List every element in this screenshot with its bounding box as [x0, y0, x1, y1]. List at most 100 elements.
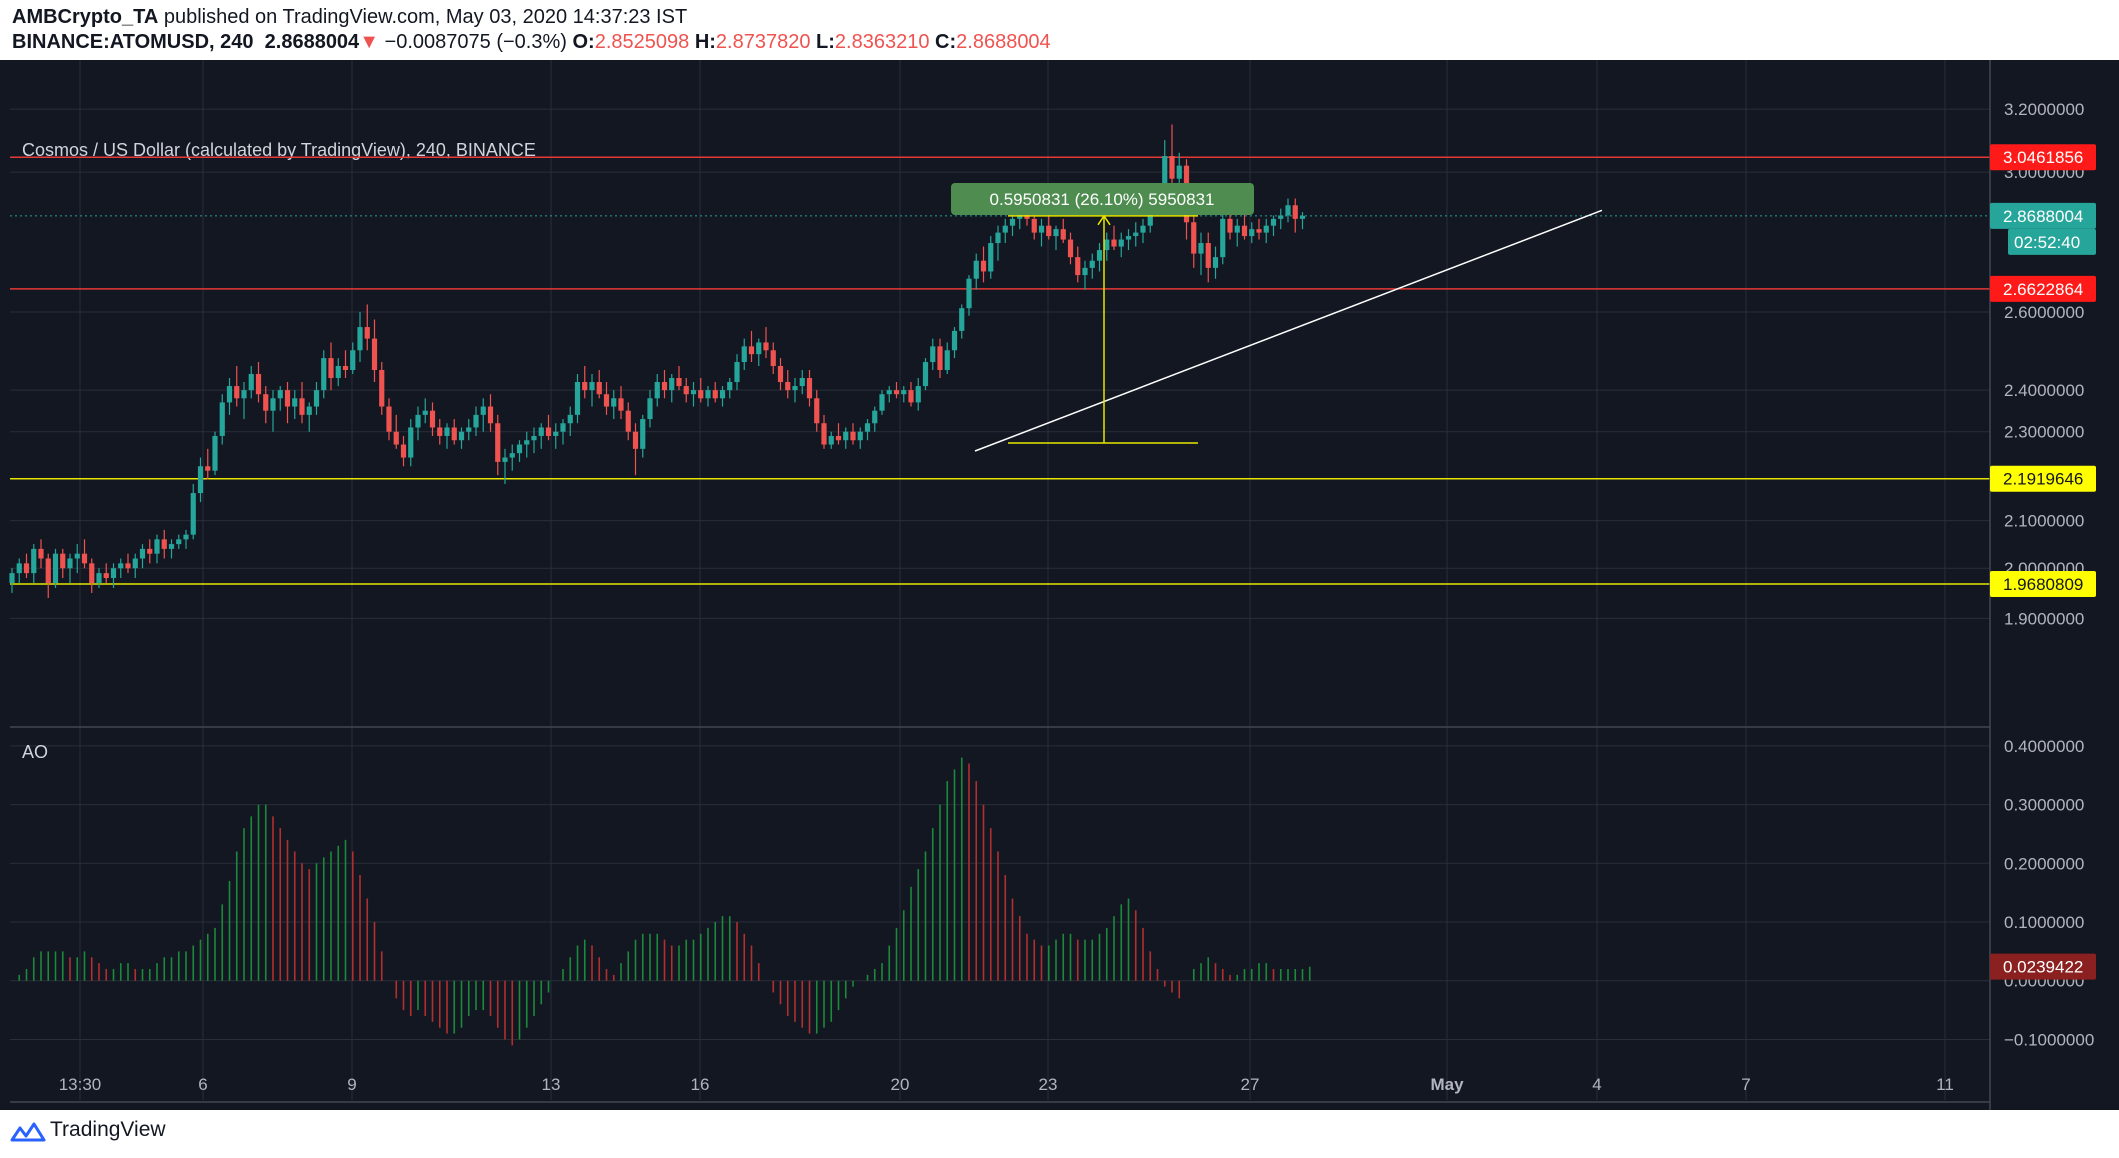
candle-body — [901, 390, 907, 395]
time-tick-label: 23 — [1039, 1075, 1058, 1094]
open-value: 2.8525098 — [594, 31, 690, 53]
candle-body — [176, 539, 182, 545]
candle-body — [23, 563, 30, 574]
time-axis[interactable]: 13:30 6 9 13 16 20 23 27 May 4 7 11 — [10, 1075, 1990, 1103]
candle-body — [828, 435, 834, 445]
candle-body — [502, 457, 508, 462]
publisher-line: AMBCrypto_TA published on TradingView.co… — [12, 6, 687, 29]
candle-body — [197, 466, 204, 494]
candle-body — [379, 369, 385, 407]
time-tick-label: 7 — [1741, 1075, 1750, 1094]
candle-body — [734, 362, 740, 383]
level-tag-label: 2.1919646 — [2003, 470, 2083, 489]
price-range-measure[interactable]: 0.5950831 (26.10%) 5950831 — [951, 183, 1254, 444]
countdown-tag — [2008, 228, 2096, 255]
trendline[interactable] — [974, 209, 1603, 452]
level-tag-label: 3.0461856 — [2003, 148, 2083, 167]
price-change: −0.0087075 (−0.3%) — [384, 31, 567, 53]
candle-body — [241, 390, 247, 399]
resistance-level-tag — [1990, 144, 2096, 171]
candle-body — [560, 423, 566, 432]
candle-body — [843, 431, 849, 441]
candle-body — [38, 548, 44, 559]
candle-body — [1118, 239, 1124, 247]
candle-body — [103, 573, 109, 579]
candle-body — [1249, 229, 1255, 237]
grid-lines — [10, 60, 1990, 1100]
open-label: O: — [572, 31, 595, 53]
candle-body — [190, 493, 196, 535]
ao-indicator-title: AO — [22, 742, 48, 762]
candle-body — [1234, 225, 1240, 233]
candle-body — [212, 435, 218, 471]
candle-body — [930, 346, 936, 363]
publisher-name[interactable]: AMBCrypto_TA — [12, 6, 159, 28]
candle-body — [661, 382, 668, 391]
candle-body — [1140, 225, 1146, 233]
time-tick-label: 13:30 — [59, 1075, 102, 1094]
candle-body — [299, 398, 305, 415]
candle-body — [1002, 225, 1008, 233]
price-tick-label: 3.2000000 — [2004, 100, 2084, 119]
tradingview-brand[interactable]: TradingView — [50, 1118, 166, 1141]
ao-tick-label: 0.2000000 — [2004, 854, 2084, 873]
candle-body — [886, 390, 892, 395]
candle-body — [408, 427, 414, 458]
candle-body — [988, 243, 994, 272]
candle-body — [611, 398, 617, 407]
candle-body — [698, 390, 704, 399]
close-value: 2.8688004 — [956, 31, 1051, 53]
candle-body — [168, 544, 175, 549]
candle-body — [944, 350, 950, 370]
candle-body — [263, 394, 269, 411]
candle-body — [770, 350, 776, 367]
candle-body — [719, 390, 726, 399]
ao-tick-label: 0.3000000 — [2004, 796, 2084, 815]
candle-body — [618, 398, 624, 411]
candle-body — [821, 423, 827, 445]
price-tick-label: 2.3000000 — [2004, 423, 2084, 442]
candle-body — [1082, 267, 1088, 276]
candle-body — [161, 539, 167, 549]
candle-body — [147, 548, 153, 554]
candle-body — [538, 427, 544, 436]
candle-body — [1111, 239, 1117, 247]
candle-body — [1198, 243, 1204, 254]
candle-body — [531, 435, 537, 441]
price-axis[interactable]: 3.20000003.00000002.60000002.40000002.30… — [1989, 60, 2084, 1110]
candle-body — [1256, 229, 1262, 233]
price-tick-label: 2.1000000 — [2004, 512, 2084, 531]
time-tick-label: 27 — [1241, 1075, 1260, 1094]
time-tick-label: 20 — [891, 1075, 910, 1094]
candle-body — [814, 398, 820, 424]
price-levels — [10, 156, 1990, 585]
candle-body — [67, 558, 73, 569]
candle-body — [553, 431, 559, 436]
candle-body — [850, 431, 856, 441]
high-label: H: — [694, 31, 716, 53]
time-tick-label: May — [1430, 1075, 1464, 1094]
candle-body — [1053, 229, 1059, 237]
candle-body — [1241, 225, 1248, 237]
candle-body — [683, 386, 689, 395]
time-tick-label: 16 — [691, 1075, 710, 1094]
candle-body — [1191, 222, 1197, 254]
candle-body — [1009, 218, 1016, 226]
candle-body — [1227, 218, 1233, 233]
candle-body — [306, 406, 312, 415]
measure-arrow-icon — [1097, 214, 1111, 226]
candle-body — [640, 419, 646, 449]
candle-body — [959, 308, 965, 331]
candle-body — [1169, 156, 1175, 179]
candle-body — [589, 382, 595, 391]
candle-body — [1125, 236, 1132, 240]
candle-body — [777, 366, 784, 383]
candle-body — [415, 414, 421, 428]
ao-value-tag — [1990, 953, 2096, 980]
candle-body — [1133, 232, 1139, 237]
chart-area[interactable]: Cosmos / US Dollar (calculated by Tradin… — [0, 60, 2119, 1110]
ao-histogram — [18, 757, 1311, 1046]
candle-body — [328, 358, 334, 378]
candle-body — [458, 431, 465, 441]
tradingview-logo-icon[interactable] — [10, 1118, 46, 1148]
